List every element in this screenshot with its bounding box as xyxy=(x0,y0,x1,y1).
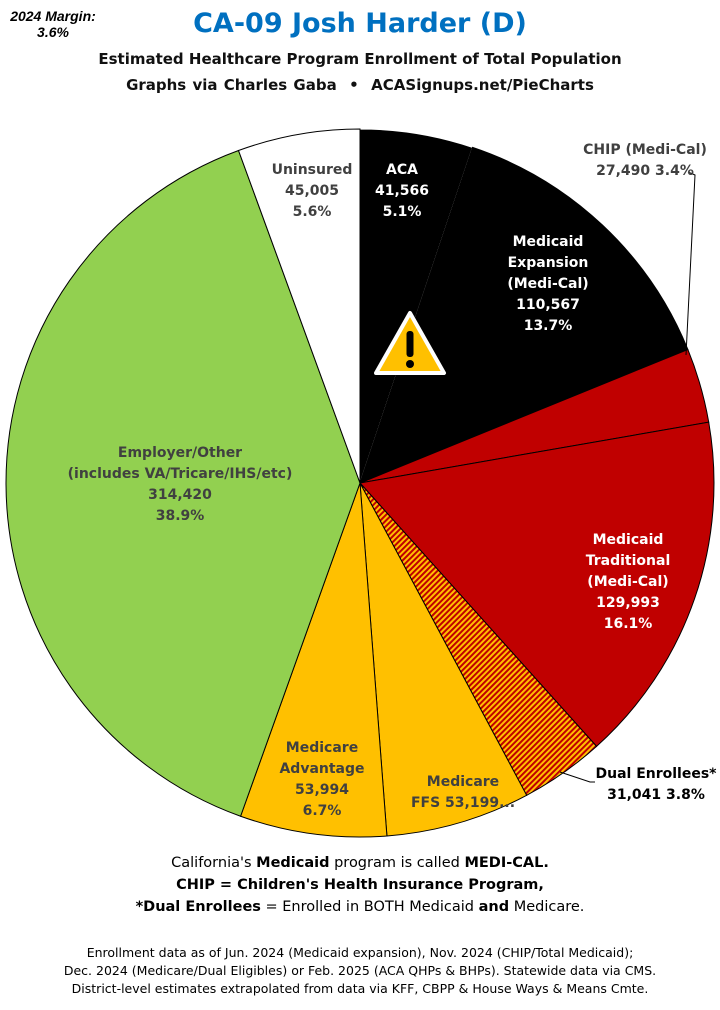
notes: California's Medicaid program is called … xyxy=(0,852,720,918)
label-line: 27,490 3.4% xyxy=(596,163,694,179)
label-line: 45,005 xyxy=(284,183,340,199)
label-line: ACA xyxy=(386,162,418,178)
label-line: (includes VA/Tricare/IHS/etc) xyxy=(67,466,293,482)
source-line: District-level estimates extrapolated fr… xyxy=(71,981,649,996)
data-label-dual-enrollees-: Dual Enrollees* 31,041 3.8% xyxy=(595,764,716,806)
label-line: 5.6% xyxy=(292,204,332,220)
source-line: Dec. 2024 (Medicare/Dual Eligibles) or F… xyxy=(63,963,657,978)
chart-title: CA-09 Josh Harder (D) xyxy=(193,8,527,39)
label-line: 53,994 xyxy=(294,782,350,798)
slice-uninsured xyxy=(237,128,361,484)
label-line: 38.9% xyxy=(155,508,205,524)
note-text: = Enrolled in BOTH Medicaid xyxy=(260,899,479,915)
label-line: 16.1% xyxy=(603,616,653,632)
margin-value: 3.6% xyxy=(37,24,69,40)
data-label-medicaid-expansion-medi-cal-: Medicaid Expansion (Medi-Cal) 110,567 13.7% xyxy=(507,232,588,337)
note-text: Medicare. xyxy=(509,899,585,915)
note-bold: and xyxy=(478,899,510,915)
source-notes: Enrollment data as of Jun. 2024 (Medicai… xyxy=(0,944,720,998)
label-line: (Medi-Cal) xyxy=(587,574,669,590)
note-bold: Medicaid xyxy=(256,855,330,871)
dual-leader-line xyxy=(559,771,595,783)
label-line: FFS 53,199... xyxy=(410,795,516,811)
label-line: 41,566 xyxy=(374,183,430,199)
source-line: Enrollment data as of Jun. 2024 (Medicai… xyxy=(86,945,634,960)
note-text: California's xyxy=(171,855,257,871)
data-label-uninsured: Uninsured 45,005 5.6% xyxy=(272,160,353,223)
label-line: (Medi-Cal) xyxy=(507,276,589,292)
label-line: 13.7% xyxy=(523,318,573,334)
data-label-chip-medi-cal-: CHIP (Medi-Cal) 27,490 3.4% xyxy=(583,140,707,182)
label-line: Medicare xyxy=(285,740,359,756)
slice-medicaid-traditional-medi-cal- xyxy=(359,421,715,748)
margin-label: 2024 Margin: xyxy=(10,8,96,24)
label-line: Expansion xyxy=(507,255,589,271)
label-line: 31,041 3.8% xyxy=(607,787,705,803)
margin-note: 2024 Margin: 3.6% xyxy=(8,8,98,40)
label-line: Medicare xyxy=(426,774,500,790)
note-bold: MEDI-CAL. xyxy=(464,855,549,871)
label-line: Advantage xyxy=(279,761,365,777)
label-line: 5.1% xyxy=(382,204,422,220)
label-line: 129,993 xyxy=(596,595,660,611)
note-text: program is called xyxy=(329,855,465,871)
note-medi-cal: California's Medicaid program is called … xyxy=(0,852,720,874)
label-line: 110,567 xyxy=(516,297,580,313)
label-line: Medicaid xyxy=(592,532,664,548)
warning-icon xyxy=(374,311,446,375)
data-label-medicaid-traditional-medi-cal-: Medicaid Traditional (Medi-Cal) 129,993 16.1… xyxy=(586,530,671,635)
slice-medicare-ffs xyxy=(359,482,528,837)
data-label-medicare-advantage: Medicare Advantage 53,994 6.7% xyxy=(279,738,364,822)
data-label-medicare-ffs: Medicare FFS 53,199... xyxy=(411,772,515,814)
label-line: Employer/Other xyxy=(117,445,243,461)
label-line: Traditional xyxy=(585,553,671,569)
note-chip: CHIP = Children's Health Insurance Progr… xyxy=(176,877,544,893)
label-line: 314,420 xyxy=(148,487,212,503)
note-bold: *Dual Enrollees xyxy=(135,899,261,915)
slice-medicaid-expansion-medi-cal- xyxy=(359,146,689,484)
credit-line: Graphs via Charles Gaba • ACASignups.net… xyxy=(126,76,594,94)
label-line: 6.7% xyxy=(302,803,342,819)
label-line: Uninsured xyxy=(271,162,353,178)
label-line: Dual Enrollees* xyxy=(595,766,717,782)
subtitle: Estimated Healthcare Program Enrollment … xyxy=(98,50,622,68)
slice-medicare-advantage xyxy=(239,482,388,838)
note-dual: *Dual Enrollees = Enrolled in BOTH Medic… xyxy=(0,896,720,918)
data-label-employer-other-includes-va-tricare-ihs-etc-: Employer/Other (includes VA/Tricare/IHS/e… xyxy=(68,443,293,527)
slice-employer-other-includes-va-tricare-ihs-etc- xyxy=(5,149,361,817)
data-label-aca: ACA 41,566 5.1% xyxy=(375,160,429,223)
label-line: CHIP (Medi-Cal) xyxy=(583,142,707,158)
label-line: Medicaid xyxy=(512,234,584,250)
chip-leader-line xyxy=(685,171,696,356)
pie-chart xyxy=(5,128,715,838)
